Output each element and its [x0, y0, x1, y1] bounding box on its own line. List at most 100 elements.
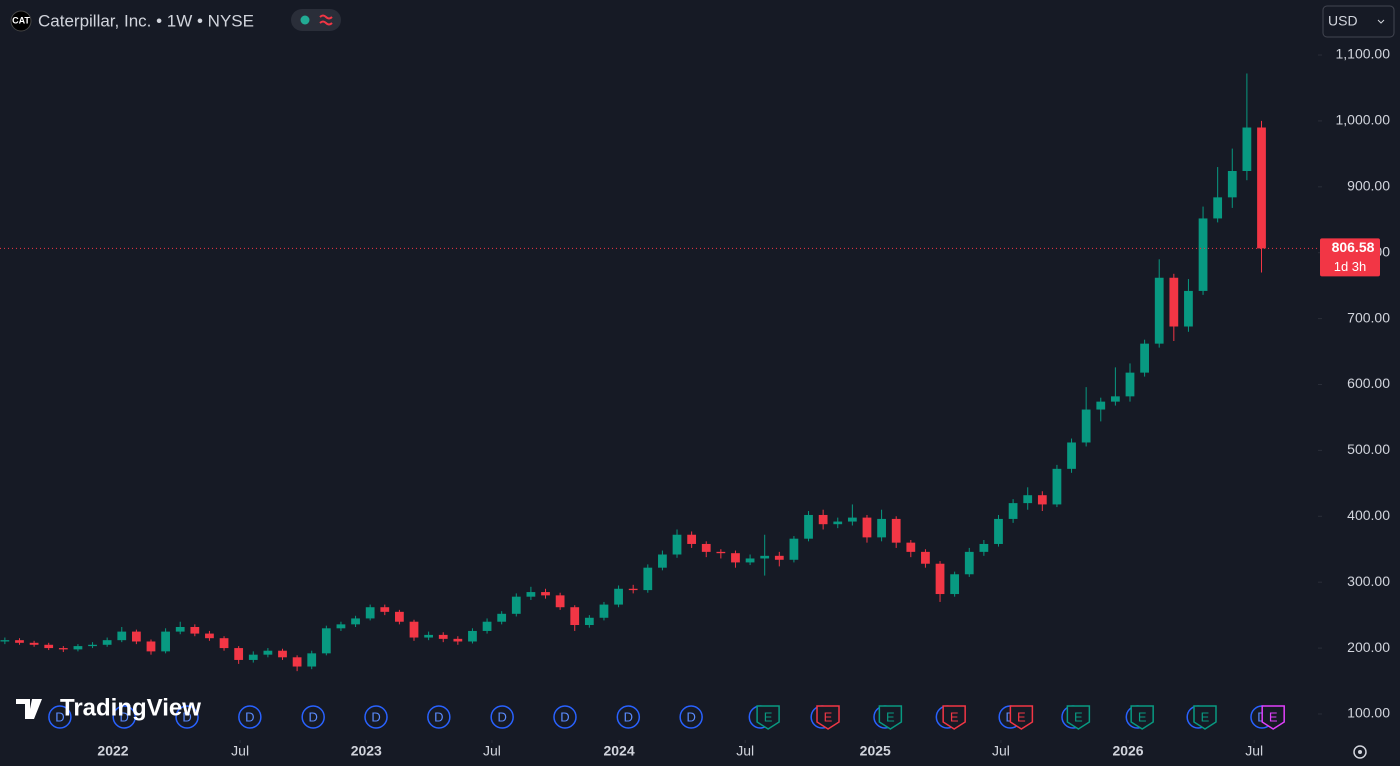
x-tick-label: 2022 [97, 743, 128, 759]
event-marker[interactable]: D [616, 705, 641, 729]
candle-body [804, 514, 813, 539]
candle-body [847, 517, 857, 522]
candle-body [497, 613, 507, 622]
candle-body [409, 621, 419, 638]
event-badge [1009, 705, 1034, 730]
candle-body [146, 641, 156, 652]
status-dot [300, 15, 310, 25]
countdown: 1d 3h [1334, 259, 1367, 274]
event-badge [1066, 705, 1091, 730]
candle-body [1198, 218, 1208, 291]
event-marker[interactable]: D [553, 705, 577, 729]
event-label: D [245, 709, 254, 724]
event-label: D [434, 709, 443, 724]
event-badge [942, 705, 966, 730]
event-marker[interactable]: E [1009, 705, 1034, 730]
candle-body [468, 630, 477, 642]
brand-icon [16, 699, 42, 719]
candle-body [29, 642, 39, 645]
event-marker[interactable]: D [679, 705, 703, 729]
event-circle [616, 705, 641, 729]
event-marker[interactable]: D [175, 705, 199, 729]
settings-icon[interactable] [1353, 745, 1367, 759]
event-label: D [55, 709, 64, 724]
event-marker[interactable]: D [238, 705, 262, 729]
event-marker[interactable]: D [48, 705, 72, 729]
candle-body [161, 631, 170, 652]
event-marker[interactable]: E [1130, 705, 1154, 730]
event-marker[interactable]: D [112, 705, 136, 729]
currency-select[interactable] [1322, 5, 1395, 38]
status-pill[interactable] [291, 9, 341, 31]
x-tick-label: 2026 [1112, 743, 1143, 759]
y-tick-label: 100.00 [1347, 705, 1390, 721]
event-circle [553, 705, 577, 729]
candle-body [263, 650, 273, 655]
candle-body [511, 596, 521, 614]
candle-body [862, 517, 872, 538]
candle-body [906, 542, 916, 552]
candle-body [1169, 277, 1179, 327]
x-tick-label: 2025 [860, 743, 891, 759]
candle-body [1184, 290, 1193, 327]
candle-body [584, 617, 594, 626]
candle-body [278, 650, 287, 658]
event-label: E [1138, 709, 1147, 724]
event-circle [175, 705, 199, 729]
candle-body [1037, 495, 1047, 505]
x-tick-label: 2023 [351, 743, 382, 759]
event-marker[interactable]: E [1261, 705, 1285, 730]
candle-body [716, 551, 726, 554]
candle-body [658, 554, 667, 568]
event-marker[interactable]: E [1066, 705, 1091, 730]
candle-body [73, 646, 83, 650]
event-marker[interactable]: D [364, 705, 388, 729]
event-marker[interactable]: E [816, 705, 840, 730]
event-marker[interactable]: D [427, 705, 451, 729]
candle-body [1081, 409, 1091, 443]
event-label: E [824, 709, 833, 724]
event-circle [679, 705, 703, 729]
y-tick-label: 300.00 [1347, 573, 1390, 589]
event-marker[interactable]: D [301, 705, 325, 729]
event-marker[interactable]: E [756, 705, 780, 730]
x-tick-label: Jul [736, 743, 754, 759]
event-marker[interactable]: E [878, 705, 903, 730]
candle-body [789, 538, 799, 560]
candle-body [292, 657, 302, 667]
event-circle [427, 705, 451, 729]
candle-body [1257, 127, 1266, 249]
candle-body [1154, 277, 1164, 344]
candle-body [336, 624, 346, 629]
candle-body [921, 551, 930, 564]
candle-body [1096, 401, 1106, 410]
candle-body [351, 618, 360, 625]
candle-body [395, 611, 404, 622]
event-marker[interactable]: E [942, 705, 966, 730]
candle-body [321, 628, 331, 654]
candle-body [964, 551, 974, 575]
candle-body [190, 626, 200, 634]
x-tick-label: Jul [992, 743, 1010, 759]
event-circle [301, 705, 325, 729]
candle-body [88, 644, 97, 647]
candle-body [1023, 495, 1033, 504]
candle-body [672, 534, 682, 555]
y-tick-label: 400.00 [1347, 507, 1390, 523]
candle-body [1213, 197, 1223, 219]
event-marker[interactable]: E [1193, 705, 1217, 730]
event-circle [364, 705, 388, 729]
candle-body [1227, 170, 1237, 198]
event-label: E [1269, 709, 1278, 724]
candle-body [599, 604, 609, 618]
event-label: E [886, 709, 895, 724]
candle-body [424, 634, 434, 638]
event-marker[interactable]: D [490, 705, 514, 729]
candle-body [117, 631, 127, 641]
event-label: D [560, 709, 569, 724]
candle-body [438, 634, 448, 639]
candle-body [687, 534, 697, 544]
event-label: E [764, 709, 773, 724]
event-label: D [308, 709, 317, 724]
